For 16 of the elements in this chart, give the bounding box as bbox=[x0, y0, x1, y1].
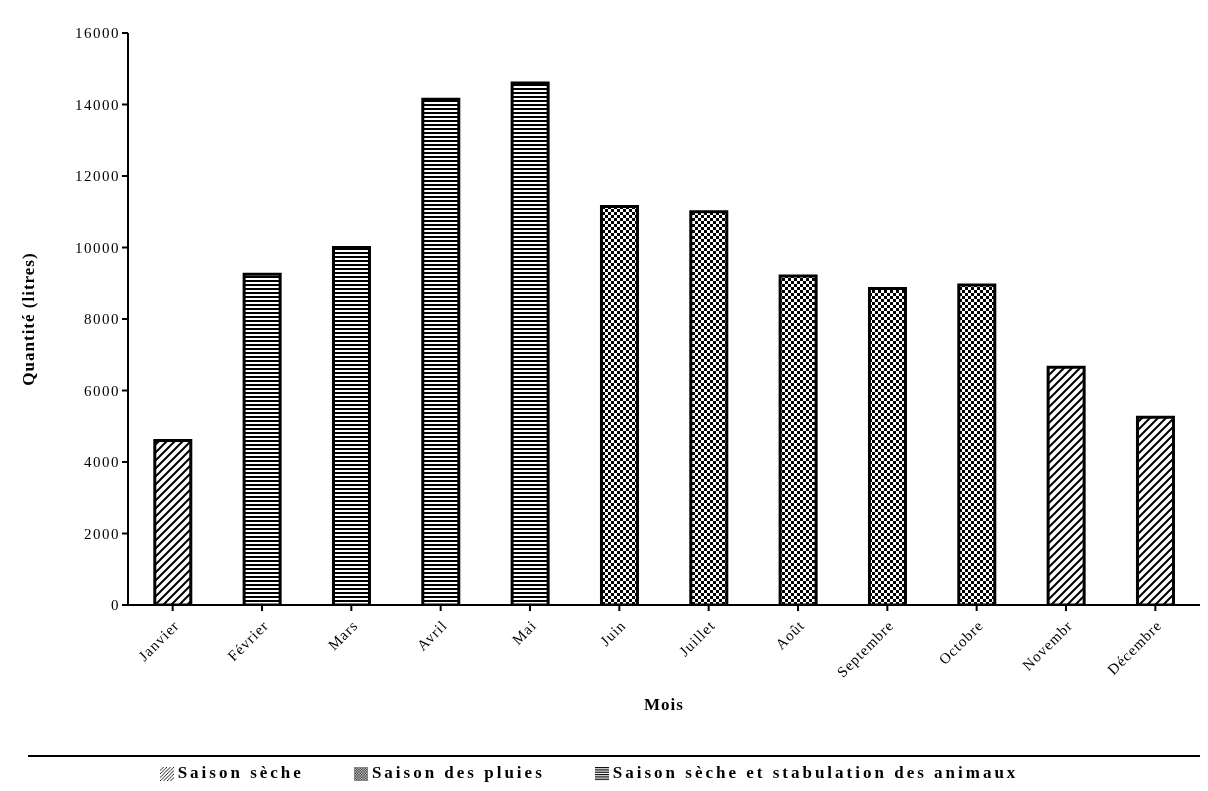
y-tick-label: 14000 bbox=[75, 96, 120, 113]
legend-label: Saison sèche et stabulation des animaux bbox=[612, 763, 1019, 782]
x-tick-label: Juin bbox=[597, 617, 629, 650]
x-tick-label: Mai bbox=[509, 617, 540, 648]
y-tick-label: 16000 bbox=[75, 25, 120, 42]
y-tick-label: 10000 bbox=[75, 239, 120, 256]
y-tick-label: 2000 bbox=[84, 525, 120, 542]
y-tick-label: 6000 bbox=[84, 382, 120, 399]
y-axis-title: Quantité (litres) bbox=[19, 252, 39, 386]
y-tick-label: 0 bbox=[111, 597, 120, 614]
y-tick-label: 8000 bbox=[84, 311, 120, 328]
y-tick-label: 12000 bbox=[75, 168, 120, 185]
legend-label: Saison sèche bbox=[177, 763, 304, 782]
x-axis-title: Mois bbox=[644, 695, 684, 714]
y-tick-label: 4000 bbox=[84, 454, 120, 471]
legend-label: Saison des pluies bbox=[371, 763, 545, 782]
